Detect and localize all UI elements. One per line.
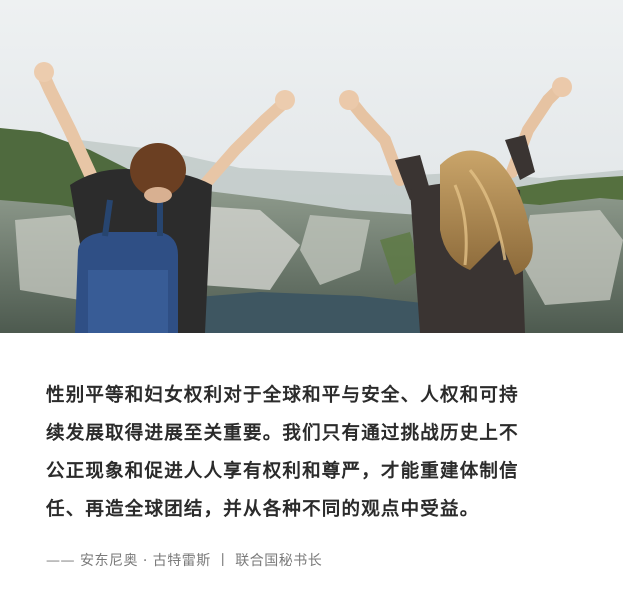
photo-illustration [0, 0, 623, 333]
quote-line: 公正现象和促进人人享有权利和尊严，才能重建体制信 [46, 461, 519, 482]
right-person-sleeves [395, 135, 535, 200]
quarry-lake [160, 292, 440, 333]
backpack-straps [102, 199, 163, 237]
right-person-right-hand [552, 77, 572, 97]
left-person-head [130, 143, 186, 197]
cliff-highlight-mid2 [300, 215, 370, 285]
right-person-left-hand [339, 90, 359, 110]
right-person-hair-strands [453, 169, 507, 266]
cliff-highlight-right [520, 210, 623, 305]
left-person-neck [144, 187, 172, 203]
hero-photo [0, 0, 623, 333]
right-person-hair [440, 150, 533, 275]
quote-card: 性别平等和妇女权利对于全球和平与安全、人权和可持 续发展取得进展至关重要。我们只… [0, 333, 623, 607]
right-person-left-arm [344, 94, 406, 186]
backpack-pocket [88, 270, 168, 333]
quote-line: 性别平等和妇女权利对于全球和平与安全、人权和可持 [46, 385, 519, 406]
left-person-right-hand [275, 90, 295, 110]
quote-attribution: —— 安东尼奥 · 古特雷斯 丨 联合国秘书长 [46, 553, 323, 569]
quote-text: 性别平等和妇女权利对于全球和平与安全、人权和可持 续发展取得进展至关重要。我们只… [46, 377, 586, 529]
quote-line: 续发展取得进展至关重要。我们只有通过挑战历史上不 [46, 423, 519, 444]
left-person-left-hand [34, 62, 54, 82]
left-person-right-arm [194, 96, 291, 196]
quote-line: 任、再造全球团结，并从各种不同的观点中受益。 [46, 499, 480, 520]
